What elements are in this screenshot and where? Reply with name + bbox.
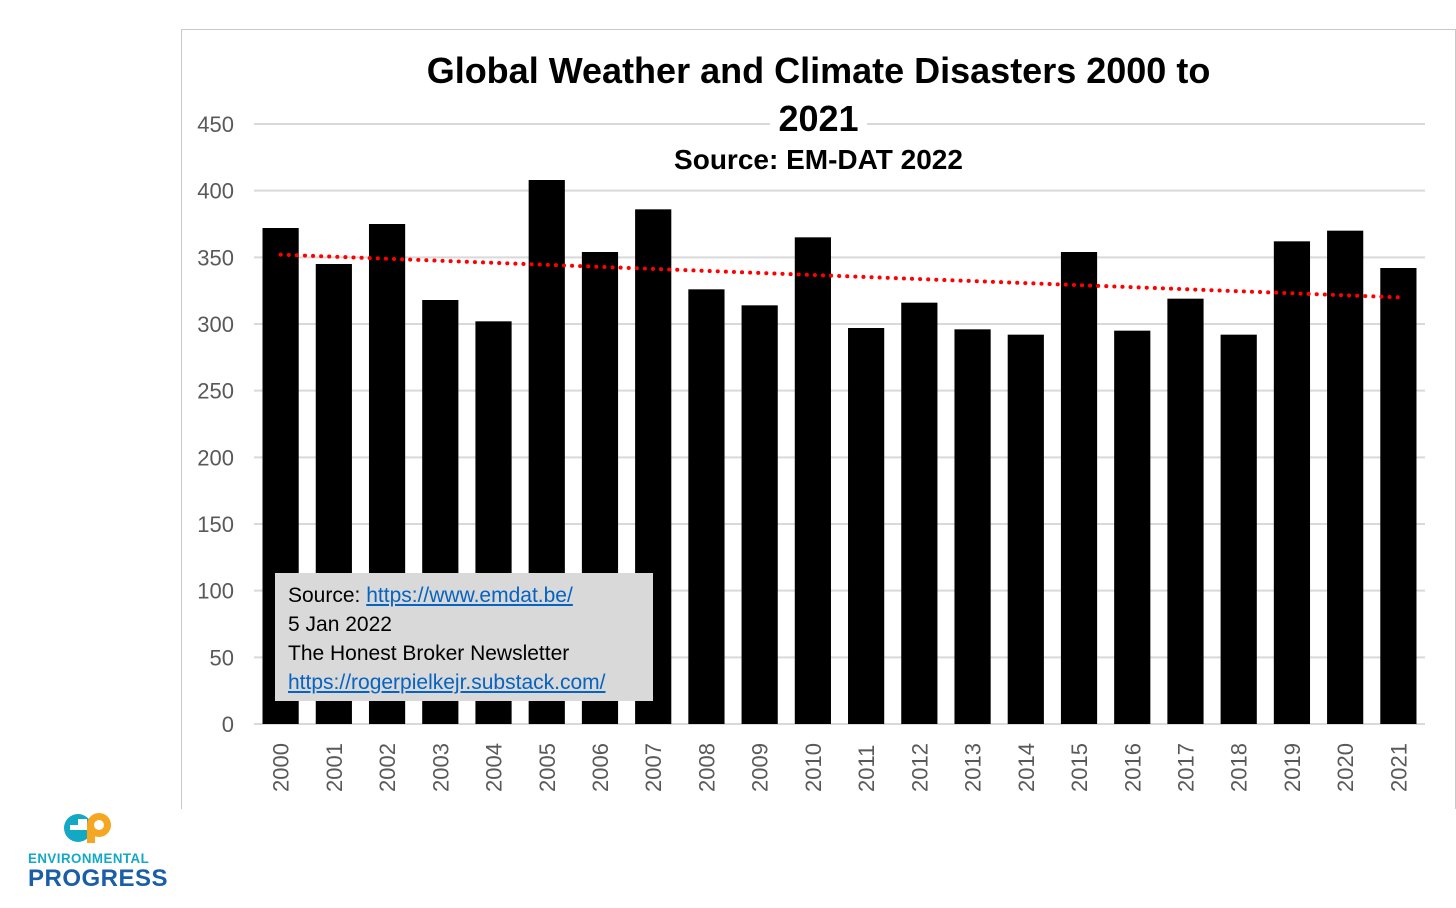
bar	[1220, 334, 1257, 724]
y-axis-ticks: 0 50 100 150 200 250 300 350 400 450	[197, 112, 234, 737]
x-tick-label: 2003	[428, 743, 453, 792]
x-tick-label: 2008	[694, 743, 719, 792]
chart-subtitle: Source: EM-DAT 2022	[181, 144, 1456, 176]
chart-title-line-2: 2021	[181, 98, 1456, 140]
source-date: 5 Jan 2022	[288, 613, 392, 636]
bar	[741, 305, 778, 724]
y-tick-label: 250	[197, 379, 234, 404]
y-tick-label: 200	[197, 445, 234, 470]
y-tick-label: 300	[197, 312, 234, 337]
trendline-dotted	[278, 252, 1401, 300]
x-tick-label: 2002	[375, 743, 400, 792]
y-tick-label: 400	[197, 179, 234, 204]
x-tick-label: 2017	[1173, 743, 1198, 792]
x-tick-label: 2018	[1227, 743, 1252, 792]
x-tick-label: 2015	[1067, 743, 1092, 792]
y-tick-label: 50	[210, 645, 234, 670]
bar	[1167, 298, 1204, 724]
y-tick-label: 150	[197, 512, 234, 537]
bar	[688, 289, 725, 724]
y-tick-label: 0	[222, 712, 234, 737]
bar	[1007, 334, 1044, 724]
y-tick-label: 450	[197, 112, 234, 137]
source-annotation-box: Source: https://www.emdat.be/ 5 Jan 2022…	[275, 573, 653, 701]
bar	[1327, 230, 1364, 724]
chart-title-line-1: Global Weather and Climate Disasters 200…	[181, 50, 1456, 92]
bar	[1273, 241, 1311, 725]
x-axis-ticks: 2000 2001 2002 2003 2004 2005 2006 2007 2008 2009…	[269, 743, 1412, 792]
x-tick-label: 2014	[1014, 743, 1039, 792]
bar	[848, 328, 885, 724]
bar	[794, 237, 831, 725]
bar	[901, 302, 938, 724]
environmental-progress-logo: ENVIRONMENTAL PROGRESS	[28, 808, 168, 893]
x-tick-label: 2013	[961, 743, 986, 792]
x-tick-label: 2006	[588, 743, 613, 792]
logo-text-line-1: ENVIRONMENTAL	[28, 850, 150, 866]
x-tick-label: 2000	[269, 743, 294, 792]
y-tick-label: 350	[197, 245, 234, 270]
source-line: Source: https://www.emdat.be/	[288, 581, 653, 610]
bar	[1114, 330, 1151, 724]
x-tick-label: 2016	[1120, 743, 1145, 792]
bar	[954, 329, 991, 724]
x-tick-label: 2019	[1280, 743, 1305, 792]
newsletter-link[interactable]: https://rogerpielkejr.substack.com/	[288, 671, 606, 694]
y-tick-label: 100	[197, 579, 234, 604]
newsletter-name: The Honest Broker Newsletter	[288, 642, 570, 665]
x-tick-label: 2004	[482, 743, 507, 792]
source-link[interactable]: https://www.emdat.be/	[366, 584, 573, 607]
ep-logo-icon	[64, 813, 111, 843]
trendline	[278, 252, 1401, 300]
x-tick-label: 2011	[854, 745, 879, 792]
x-tick-label: 2009	[748, 743, 773, 792]
x-tick-label: 2001	[322, 743, 347, 792]
x-tick-label: 2005	[535, 743, 560, 792]
bar	[1380, 268, 1417, 724]
x-tick-label: 2010	[801, 743, 826, 792]
x-tick-label: 2007	[641, 743, 666, 792]
source-prefix: Source:	[288, 584, 367, 607]
x-tick-label: 2021	[1386, 743, 1411, 792]
bar	[1060, 252, 1098, 724]
x-tick-label: 2012	[907, 743, 932, 792]
logo-text-line-2: PROGRESS	[28, 865, 169, 892]
x-tick-label: 2020	[1333, 743, 1358, 792]
